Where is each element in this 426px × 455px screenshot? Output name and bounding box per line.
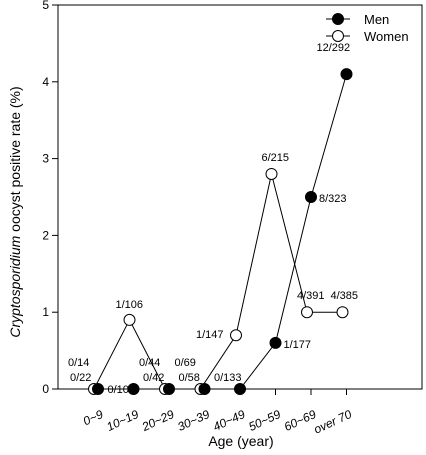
data-label-women: 1/106	[116, 299, 144, 311]
x-tick-label: 10~19	[104, 407, 141, 434]
point-men	[340, 68, 353, 81]
legend-marker	[332, 13, 344, 25]
point-women	[230, 329, 242, 342]
data-label-women: 0/44	[139, 357, 160, 369]
y-tick-label: 0	[42, 382, 49, 396]
data-label-men: 0/104	[108, 384, 136, 396]
data-label-men: 0/58	[179, 372, 200, 384]
data-label-women: 0/14	[68, 357, 89, 369]
legend: Men Women	[326, 12, 409, 44]
series-markers	[88, 68, 353, 395]
data-label-men: 0/133	[214, 372, 242, 384]
y-tick-label: 4	[42, 75, 49, 89]
data-label-women: 1/147	[196, 329, 224, 341]
point-men	[234, 383, 246, 395]
legend-label: Women	[364, 29, 409, 44]
data-label-women: 4/385	[331, 290, 359, 302]
data-label-men: 0/22	[70, 372, 91, 384]
x-tick-label: 20~29	[139, 407, 177, 434]
legend-marker	[332, 30, 344, 42]
x-tick-label: 50~59	[246, 407, 283, 434]
data-label-men: 8/323	[319, 193, 347, 205]
data-label-women: 6/215	[262, 152, 290, 164]
point-women	[301, 306, 313, 319]
x-tick-label: over 70	[312, 407, 354, 437]
point-women	[265, 167, 278, 180]
y-tick-label: 5	[42, 0, 49, 12]
x-tick-label: 40~49	[211, 407, 248, 434]
x-tick-label: 30~39	[175, 407, 212, 434]
y-axis-title: Cryptosporidium oocyst positive rate (%)	[7, 86, 23, 337]
point-men	[163, 383, 175, 395]
data-label-women: 4/391	[297, 290, 325, 302]
data-label-men: 0/42	[143, 372, 164, 384]
point-men	[269, 336, 282, 349]
data-labels: 0/22 0/104 0/42 0/58 0/133 1/177 8/323 12/292 0/…	[68, 42, 358, 396]
legend-label: Men	[364, 12, 389, 27]
point-women	[336, 306, 349, 319]
point-men	[198, 383, 211, 395]
data-label-men: 12/292	[317, 42, 351, 54]
point-men	[127, 383, 140, 395]
y-tick-label: 1	[42, 305, 49, 319]
data-label-men: 1/177	[284, 339, 312, 351]
point-men	[92, 383, 104, 395]
x-axis-title: Age (year)	[208, 433, 273, 449]
data-label-women: 0/69	[175, 357, 196, 369]
y-tick-label: 2	[42, 228, 49, 242]
point-women	[123, 313, 136, 326]
point-men	[305, 191, 317, 203]
series-line-women	[93, 173, 343, 390]
x-tick-label: 0~9	[81, 407, 106, 428]
y-tick-label: 3	[42, 152, 49, 166]
x-tick-label: 60~69	[282, 407, 319, 434]
